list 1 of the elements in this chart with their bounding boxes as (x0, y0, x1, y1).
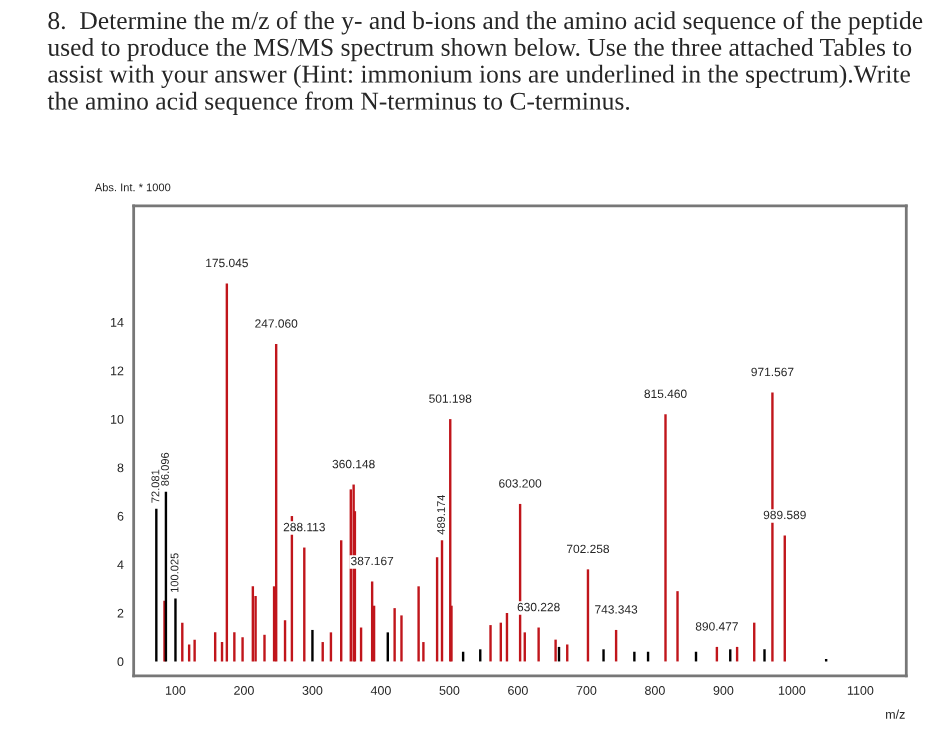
chart-title: 8. Determine the m/z of the y- and b-ions and the amino acid sequence of the peptide used to produce the MS/MS spectrum shown below. Use the three attached Tables to assist with your answer (Hint: immonium ions are underlined in the spectrum).Write the amino acid sequence from N-terminus to C-terminus. (47, 10, 923, 116)
